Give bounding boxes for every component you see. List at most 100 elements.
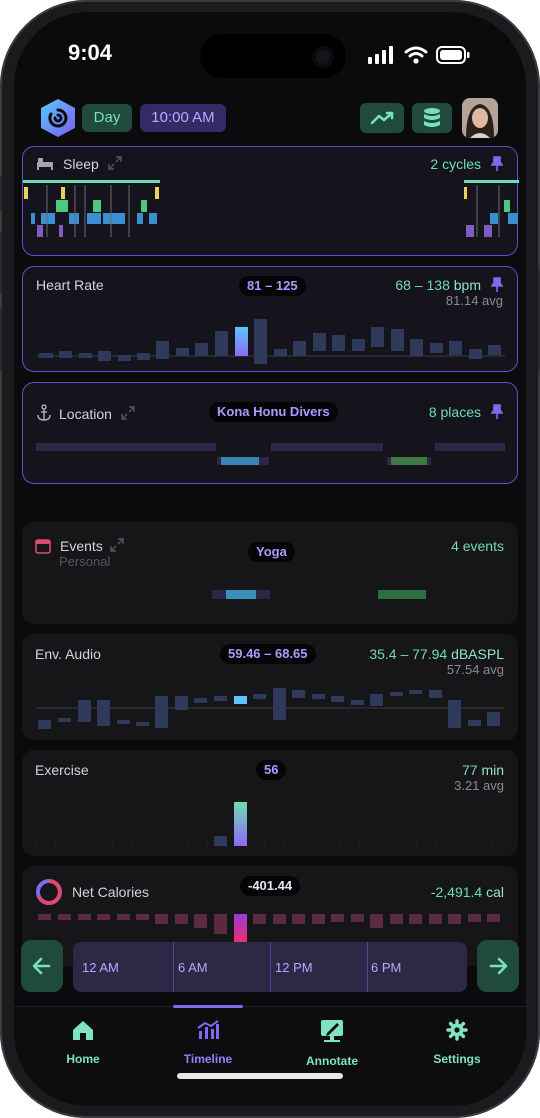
sleep-title: Sleep: [63, 156, 99, 172]
track-label-6am: 6 AM: [178, 960, 208, 975]
events-title: Events: [60, 538, 103, 554]
env-audio-selection-badge: 59.46 – 68.65: [220, 644, 316, 664]
track-label-6pm: 6 PM: [371, 960, 402, 975]
exercise-card[interactable]: Exercise 56 77 min 3.21 avg: [22, 750, 518, 856]
net-calories-selection-badge: -401.44: [240, 876, 301, 896]
net-calories-unit: cal: [486, 884, 504, 900]
net-calories-range-value: -2,491.4: [430, 884, 483, 900]
timeline-content: Sleep 2 cycles: [14, 146, 526, 1016]
calorie-ring-icon: [36, 879, 62, 905]
active-tab-indicator: [173, 1005, 243, 1008]
exercise-chart: [36, 802, 504, 847]
signal-icon: [368, 46, 393, 64]
sleep-card[interactable]: Sleep 2 cycles: [22, 146, 519, 256]
exercise-title: Exercise: [35, 762, 89, 778]
location-timeline: [36, 443, 505, 465]
battery-icon: [436, 46, 470, 64]
time-range-track[interactable]: 12 AM 6 AM 12 PM 6 PM: [73, 942, 467, 992]
avatar-image: [462, 98, 498, 138]
status-time: 9:04: [68, 40, 113, 65]
sleep-cycle-bar: [23, 180, 160, 183]
volume-up-button: [0, 232, 2, 294]
events-card[interactable]: Events Personal Yoga 4 events: [22, 522, 518, 624]
pin-icon[interactable]: [491, 156, 503, 172]
heart-rate-range: 68 – 138 bpm: [395, 277, 481, 293]
previous-day-button[interactable]: [21, 940, 63, 992]
pin-icon[interactable]: [491, 277, 503, 293]
trend-icon: [370, 111, 394, 125]
env-audio-range-value: 35.4 – 77.94: [369, 646, 448, 662]
bed-icon: [37, 158, 53, 170]
heart-rate-card[interactable]: Heart Rate 81 – 125 68 – 138 bpm 81.14 a…: [22, 266, 518, 372]
time-scrubber: 12 AM 6 AM 12 PM 6 PM: [14, 938, 526, 998]
arrow-right-icon: [489, 957, 508, 975]
tab-annotate-label: Annotate: [306, 1054, 358, 1068]
timeline-chart-icon: [197, 1020, 219, 1039]
tab-timeline[interactable]: Timeline: [153, 1019, 263, 1066]
expand-icon[interactable]: [108, 156, 122, 170]
track-label-12pm: 12 PM: [275, 960, 313, 975]
tab-annotate[interactable]: Annotate: [277, 1019, 387, 1068]
sleep-cycle-bar: [464, 180, 519, 183]
heart-rate-range-value: 68 – 138: [395, 277, 450, 293]
trends-button[interactable]: [360, 103, 404, 133]
expand-icon[interactable]: [110, 538, 124, 552]
exercise-range: 77 min: [462, 762, 504, 778]
events-calendar-name: Personal: [59, 554, 111, 569]
tab-settings[interactable]: Settings: [402, 1019, 512, 1066]
heart-rate-avg: 81.14 avg: [445, 293, 503, 308]
track-tick: [367, 942, 368, 992]
env-audio-card[interactable]: Env. Audio 59.46 – 68.65 35.4 – 77.94 dB…: [22, 634, 518, 740]
tab-bar: Home Timeline Annotate: [14, 1005, 526, 1106]
arrow-left-icon: [32, 957, 51, 975]
env-audio-range: 35.4 – 77.94 dBASPL: [369, 646, 504, 662]
events-selection-badge: Yoga: [248, 542, 295, 562]
avatar[interactable]: [462, 98, 498, 138]
env-audio-avg: 57.54 avg: [446, 662, 504, 677]
sleep-cycles: 2 cycles: [430, 156, 481, 172]
location-title: Location: [59, 406, 112, 422]
data-sources-button[interactable]: [412, 103, 452, 133]
gear-icon: [446, 1019, 468, 1041]
tab-settings-label: Settings: [433, 1052, 481, 1066]
track-label-12am: 12 AM: [82, 960, 119, 975]
exercise-selection-badge: 56: [256, 760, 287, 780]
net-calories-title: Net Calories: [72, 884, 150, 900]
view-mode-toggle[interactable]: Day: [82, 104, 132, 132]
net-calories-chart: [38, 914, 500, 958]
app-logo-icon[interactable]: [40, 98, 76, 138]
tab-home[interactable]: Home: [28, 1019, 138, 1066]
location-selection-badge: Kona Honu Divers: [209, 402, 338, 422]
env-audio-unit: dBASPL: [451, 646, 504, 662]
pin-icon[interactable]: [491, 404, 503, 420]
current-time-button[interactable]: 10:00 AM: [140, 104, 226, 132]
exercise-unit: min: [481, 762, 504, 778]
app-header: Day 10:00 AM: [14, 90, 526, 146]
sleep-stage-chart: [23, 180, 519, 237]
heart-rate-title: Heart Rate: [36, 277, 104, 293]
screen: 9:04: [14, 12, 526, 1106]
mute-switch: [0, 176, 2, 210]
status-bar: 9:04: [14, 12, 526, 90]
net-calories-range: -2,491.4 cal: [431, 884, 504, 900]
env-audio-chart: [36, 688, 504, 729]
camera-icon: [312, 46, 334, 68]
env-audio-title: Env. Audio: [35, 646, 101, 662]
calendar-icon: [35, 539, 51, 554]
next-day-button[interactable]: [477, 940, 519, 992]
exercise-range-value: 77: [461, 762, 478, 778]
anchor-icon: [37, 404, 51, 421]
home-indicator: [177, 1073, 343, 1079]
location-card[interactable]: Location Kona Honu Divers 8 places: [22, 382, 518, 484]
events-timeline: [212, 590, 426, 599]
expand-icon[interactable]: [121, 406, 135, 420]
volume-down-button: [0, 308, 2, 370]
location-places: 8 places: [428, 404, 481, 420]
track-tick: [173, 942, 174, 992]
home-icon: [73, 1021, 93, 1040]
tab-home-label: Home: [66, 1052, 100, 1066]
wifi-icon: [404, 46, 428, 64]
power-button: [538, 270, 540, 370]
exercise-avg: 3.21 avg: [454, 778, 504, 793]
